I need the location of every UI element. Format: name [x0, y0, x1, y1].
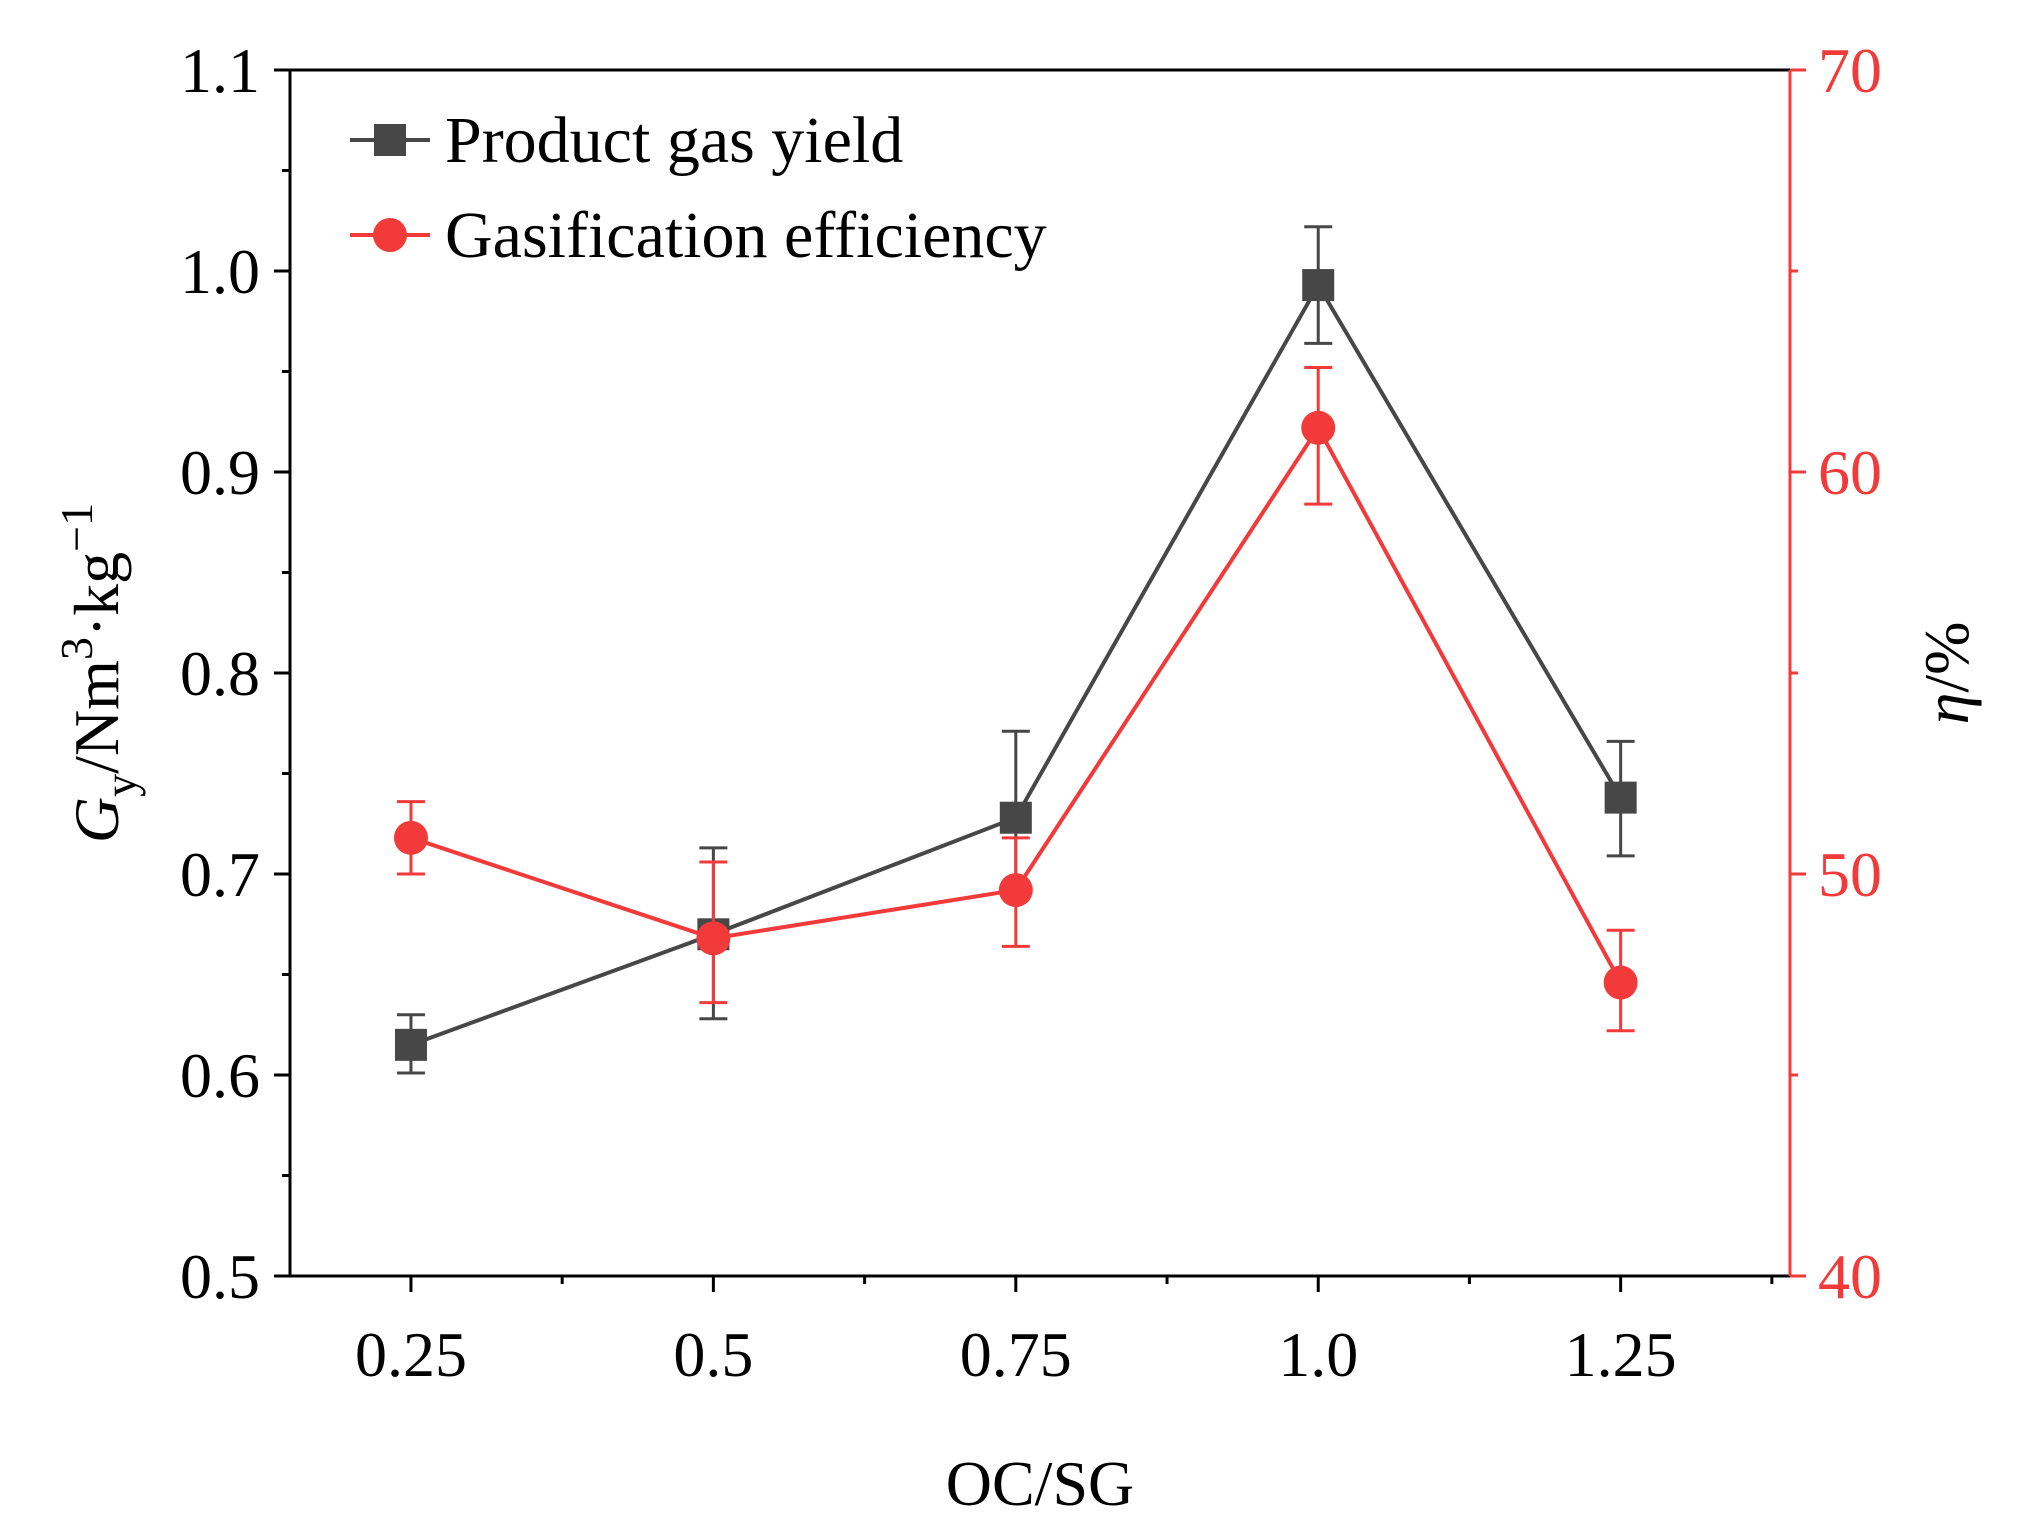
- right-y-axis-title-symbol: η: [1911, 693, 1982, 725]
- left-y-axis-title-part: ·kg: [61, 552, 132, 637]
- axis-titles: OC/SG Gy/Nm3·kg−1 η/%: [51, 503, 1982, 1519]
- left-y-tick-label: 0.9: [180, 437, 260, 508]
- x-tick-label: 1.25: [1565, 1319, 1677, 1390]
- data-point-square: [1604, 781, 1637, 814]
- data-point-circle: [998, 873, 1033, 908]
- x-tick-label: 1.0: [1278, 1319, 1358, 1390]
- left-y-tick-label: 0.8: [180, 638, 260, 709]
- left-y-tick-label: 0.7: [180, 839, 260, 910]
- left-y-tick-label: 0.6: [180, 1040, 260, 1111]
- legend-marker-circle: [373, 218, 407, 252]
- right-y-tick-label: 40: [1818, 1241, 1882, 1312]
- left-y-axis-title-part: y: [95, 774, 146, 797]
- left-y-axis-title-part: G: [61, 797, 132, 843]
- right-y-axis-title: η/%: [1911, 622, 1982, 725]
- left-y-tick-label: 1.0: [180, 236, 260, 307]
- x-tick-label: 0.75: [960, 1319, 1072, 1390]
- left-y-axis-title-part: /Nm: [61, 660, 132, 774]
- left-y-axis-title-part: 3: [51, 637, 102, 660]
- axes: 0.5 0.6 0.7 0.8 0.9 1.0 1.1 40 50 60 70 0.25 0.5 0.75…: [180, 35, 1882, 1390]
- legend-label: Product gas yield: [445, 104, 903, 177]
- right-y-tick-label: 60: [1818, 437, 1882, 508]
- legend: Product gas yield Gasification efficiency: [350, 104, 1047, 272]
- data-point-square: [394, 1028, 427, 1061]
- left-y-tick-label: 0.5: [180, 1241, 260, 1312]
- plot-series: [393, 225, 1638, 1075]
- legend-label: Gasification efficiency: [445, 199, 1047, 272]
- right-y-tick-label: 70: [1818, 35, 1882, 106]
- left-y-tick-label: 1.1: [180, 35, 260, 106]
- legend-marker-square: [374, 124, 406, 156]
- left-y-axis-title-part: −1: [51, 503, 102, 552]
- series-gasification-efficiency: [393, 365, 1638, 1033]
- data-point-circle: [393, 820, 428, 855]
- left-y-axis-title: Gy/Nm3·kg−1: [51, 503, 146, 843]
- data-point-circle: [1603, 965, 1638, 1000]
- right-y-axis-title-unit: /%: [1911, 622, 1982, 693]
- x-tick-label: 0.25: [355, 1319, 467, 1390]
- data-point-square: [1302, 269, 1335, 302]
- data-point-circle: [696, 921, 731, 956]
- x-tick-label: 0.5: [673, 1319, 753, 1390]
- data-point-square: [999, 801, 1032, 834]
- right-y-tick-label: 50: [1818, 839, 1882, 910]
- data-point-circle: [1301, 410, 1336, 445]
- x-axis-title: OC/SG: [946, 1448, 1135, 1519]
